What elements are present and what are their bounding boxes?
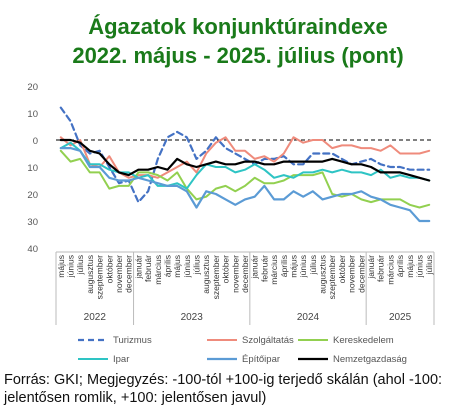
x-tick-label: március xyxy=(385,255,395,285)
y-tick-label: 40 xyxy=(27,244,38,255)
y-tick-label: 10 xyxy=(27,109,38,120)
x-tick-label: március xyxy=(269,255,279,285)
x-tick-label: november xyxy=(114,255,124,293)
legend-label: Építőipar xyxy=(242,354,280,365)
legend-label: Szolgáltatás xyxy=(242,335,294,346)
x-tick-label: január xyxy=(250,255,260,280)
y-tick-label: 20 xyxy=(27,82,38,93)
x-tick-label: október xyxy=(337,255,347,284)
series-line-nemzetgazdaság xyxy=(59,138,431,182)
x-tick-label: július xyxy=(75,255,85,275)
x-tick-label: december xyxy=(240,255,250,293)
x-tick-label: szeptember xyxy=(211,255,221,300)
legend-label: Kereskedelem xyxy=(333,335,394,346)
x-tick-label: augusztus xyxy=(85,255,95,294)
x-tick-label: február xyxy=(376,255,386,282)
legend-label: Nemzetgazdaság xyxy=(333,354,407,365)
x-axis: május június július augusztus szeptember októ… xyxy=(55,251,435,325)
y-tick-label: 20 xyxy=(27,190,38,201)
x-tick-label: október xyxy=(104,255,114,284)
series-line-kereskedelem xyxy=(59,149,431,209)
x-tick-label: június xyxy=(298,255,308,278)
x-tick-label: május xyxy=(56,255,66,278)
x-tick-label: június xyxy=(66,255,76,278)
x-tick-label: május xyxy=(172,255,182,278)
series-line-turizmus xyxy=(59,106,431,204)
x-tick-label: június xyxy=(414,255,424,278)
x-tick-label: június xyxy=(182,255,192,278)
x-tick-label: november xyxy=(230,255,240,293)
x-tick-label: július xyxy=(424,255,434,275)
x-tick-label: február xyxy=(259,255,269,282)
x-tick-label: szeptember xyxy=(327,255,337,300)
legend: Turizmus Szolgáltatás Kereskedelem Ipar Épít… xyxy=(78,335,407,365)
x-tick-label: április xyxy=(395,255,405,277)
source-note: Forrás: GKI; Megjegyzés: -100-tól +100-i… xyxy=(4,372,443,406)
x-tick-label: július xyxy=(192,255,202,275)
year-label: 2024 xyxy=(297,312,320,323)
x-tick-label: július xyxy=(308,255,318,275)
year-label: 2022 xyxy=(84,312,107,323)
chart: Ágazatok konjunktúraindexe 2022. május -… xyxy=(27,14,435,365)
legend-label: Ipar xyxy=(113,354,129,365)
y-tick-label: 0 xyxy=(33,136,38,147)
x-tick-label: szeptember xyxy=(95,255,105,300)
series-line-építőipar xyxy=(59,147,431,223)
x-tick-label: november xyxy=(347,255,357,293)
x-tick-label: október xyxy=(221,255,231,284)
x-tick-label: augusztus xyxy=(318,255,328,294)
chart-title-line2: 2022. május - 2025. július (pont) xyxy=(72,43,403,68)
x-tick-label: május xyxy=(288,255,298,278)
x-tick-label: január xyxy=(366,255,376,280)
x-tick-label: április xyxy=(279,255,289,277)
year-label: 2025 xyxy=(389,312,412,323)
x-tick-label: május xyxy=(405,255,415,278)
y-axis: 20 10 0 10 20 30 40 xyxy=(27,82,38,255)
y-tick-label: 30 xyxy=(27,217,38,228)
x-tick-label: december xyxy=(356,255,366,293)
year-label: 2023 xyxy=(181,312,204,323)
x-tick-label: február xyxy=(143,255,153,282)
x-tick-label: január xyxy=(133,255,143,280)
x-tick-label: március xyxy=(153,255,163,285)
x-tick-label: december xyxy=(124,255,134,293)
legend-label: Turizmus xyxy=(113,335,152,346)
plot-area xyxy=(59,106,431,223)
x-tick-label: augusztus xyxy=(201,255,211,294)
x-tick-label: április xyxy=(162,255,172,277)
y-tick-label: 10 xyxy=(27,163,38,174)
chart-title-line1: Ágazatok konjunktúraindexe xyxy=(88,14,388,39)
